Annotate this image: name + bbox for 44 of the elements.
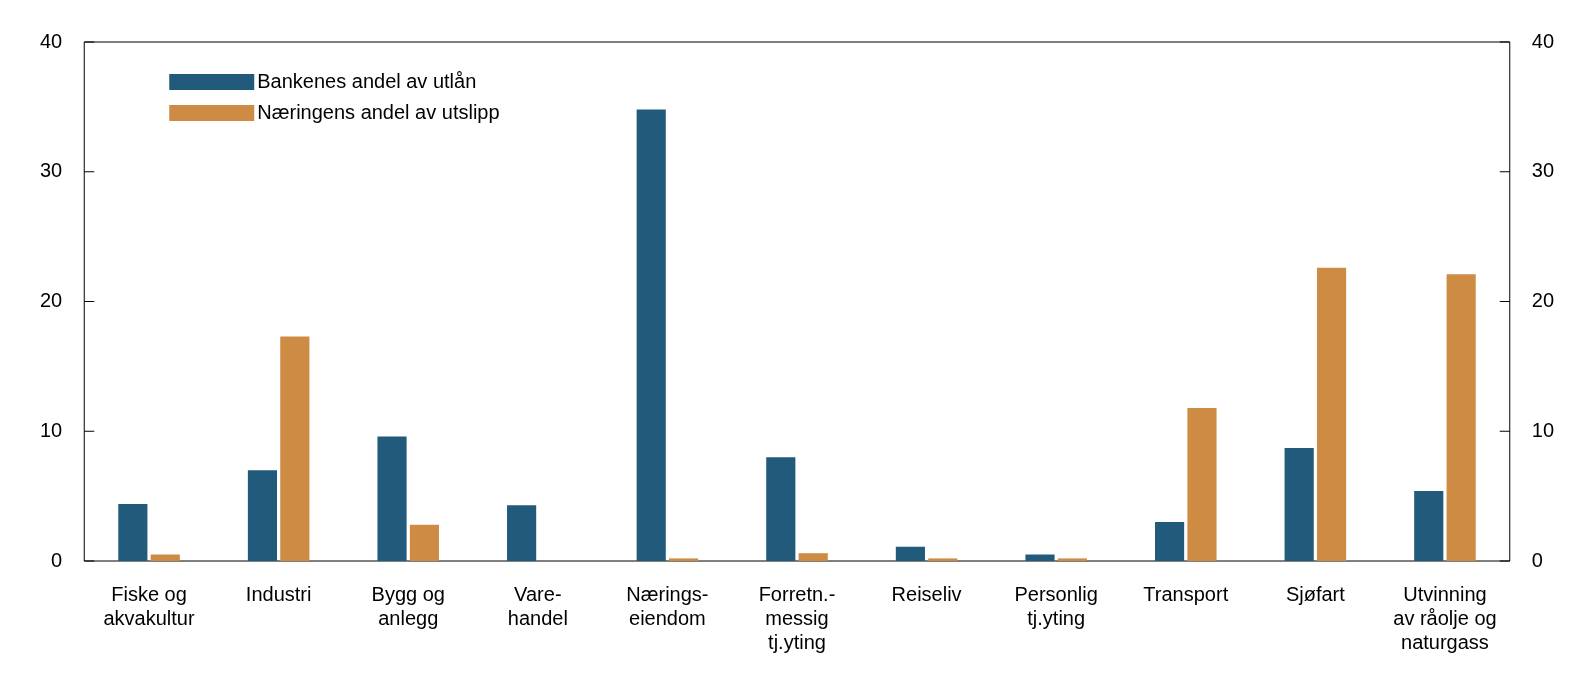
bar xyxy=(507,505,537,561)
y2-tick-label: 0 xyxy=(1531,548,1543,571)
y-tick-label: 20 xyxy=(40,289,63,312)
x-tick-label: Utvinning av råolje og naturgass xyxy=(1393,582,1497,653)
x-tick-label: Vare- handel xyxy=(507,582,568,629)
bar xyxy=(766,457,796,561)
bar xyxy=(1446,274,1476,561)
y2-tick-label: 40 xyxy=(1531,29,1554,52)
bar xyxy=(280,336,310,561)
bar xyxy=(895,546,925,561)
bar xyxy=(409,524,439,561)
x-tick-label: Transport xyxy=(1143,582,1229,605)
bar xyxy=(928,558,958,561)
y2-tick-label: 20 xyxy=(1531,289,1554,312)
bar xyxy=(1187,407,1217,561)
bar xyxy=(798,553,828,561)
x-tick-label: Fiske og akvakultur xyxy=(103,582,195,629)
x-tick-label: Bygg og anlegg xyxy=(371,582,445,629)
x-tick-label: Industri xyxy=(245,582,312,605)
bar xyxy=(1057,558,1087,561)
x-tick-label: Forretn.- messig tj.yting xyxy=(758,582,836,653)
x-tick-label: Personlig tj.yting xyxy=(1014,582,1098,629)
bar xyxy=(669,558,699,561)
y-tick-label: 10 xyxy=(40,418,63,441)
bar xyxy=(1155,522,1185,561)
bar xyxy=(150,554,180,561)
y2-tick-label: 30 xyxy=(1531,159,1554,182)
bar xyxy=(118,503,148,561)
y-tick-label: 0 xyxy=(51,548,63,571)
y-tick-label: 40 xyxy=(40,29,63,52)
x-tick-label: Nærings- eiendom xyxy=(626,582,709,629)
bar xyxy=(1316,267,1347,561)
y-tick-label: 30 xyxy=(40,159,63,182)
bar xyxy=(1414,490,1444,561)
bar xyxy=(1284,448,1314,561)
x-tick-label: Sjøfart xyxy=(1285,582,1346,605)
bar xyxy=(247,470,278,561)
bar xyxy=(377,436,407,561)
x-tick-label: Reiseliv xyxy=(891,582,962,605)
legend-label: Bankenes andel av utlån xyxy=(257,69,477,92)
bar xyxy=(1025,554,1055,561)
bar xyxy=(636,109,666,561)
y2-tick-label: 10 xyxy=(1531,418,1554,441)
legend-label: Næringens andel av utslipp xyxy=(257,100,500,123)
